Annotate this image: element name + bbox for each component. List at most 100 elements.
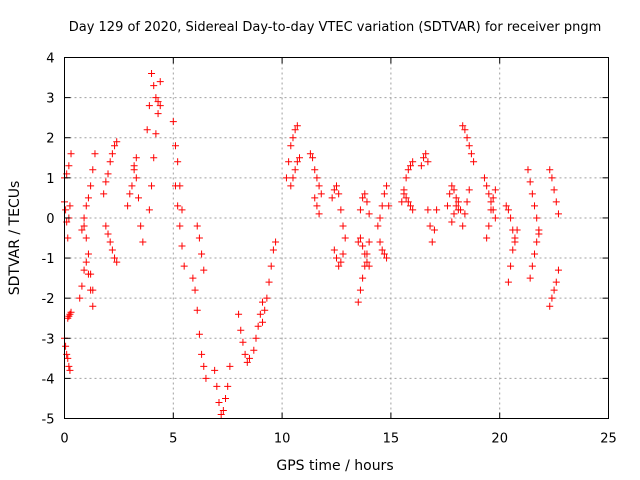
data-point bbox=[454, 198, 462, 206]
data-point bbox=[252, 334, 260, 342]
data-point bbox=[491, 186, 499, 194]
data-point bbox=[550, 186, 558, 194]
data-point bbox=[67, 150, 75, 158]
data-point bbox=[528, 262, 536, 270]
series-arc-9a bbox=[235, 310, 253, 366]
data-point bbox=[263, 294, 271, 302]
data-point bbox=[311, 194, 319, 202]
data-point bbox=[293, 158, 301, 166]
data-point bbox=[443, 202, 451, 210]
data-point bbox=[483, 234, 491, 242]
data-point bbox=[309, 154, 317, 162]
data-point bbox=[152, 94, 160, 102]
data-point bbox=[241, 350, 249, 358]
y-tick-label: 1 bbox=[46, 172, 54, 187]
data-point bbox=[237, 326, 245, 334]
data-point bbox=[65, 162, 73, 170]
data-point bbox=[291, 166, 299, 174]
data-point bbox=[465, 142, 473, 150]
data-point bbox=[404, 166, 412, 174]
y-axis-label: SDTVAR / TECUs bbox=[7, 181, 23, 296]
series-arc-14c bbox=[356, 190, 373, 218]
series-arc-2a bbox=[76, 258, 97, 310]
data-point bbox=[311, 166, 319, 174]
data-point bbox=[176, 222, 184, 230]
data-point bbox=[215, 398, 223, 406]
data-point bbox=[156, 78, 164, 86]
data-point bbox=[259, 318, 267, 326]
data-point bbox=[89, 166, 97, 174]
data-point bbox=[446, 190, 454, 198]
series-arc-14a bbox=[354, 238, 373, 306]
data-point bbox=[359, 194, 367, 202]
series-arc-4a bbox=[124, 154, 140, 210]
data-point bbox=[226, 362, 234, 370]
data-point bbox=[374, 222, 382, 230]
data-point bbox=[239, 338, 247, 346]
y-tick-label: -2 bbox=[42, 292, 55, 307]
data-point bbox=[526, 274, 534, 282]
data-point bbox=[402, 194, 410, 202]
data-point bbox=[126, 190, 134, 198]
series-arc-7b bbox=[193, 222, 208, 274]
data-point bbox=[282, 174, 290, 182]
data-point bbox=[398, 198, 406, 206]
data-point bbox=[376, 238, 384, 246]
data-point bbox=[285, 158, 293, 166]
series-arc-3b bbox=[102, 222, 121, 266]
data-point bbox=[457, 206, 465, 214]
series-arc-1b bbox=[61, 150, 75, 182]
data-point bbox=[513, 226, 521, 234]
series-arc-22a bbox=[524, 166, 543, 234]
chart-title: Day 129 of 2020, Sidereal Day-to-day VTE… bbox=[69, 20, 602, 35]
data-point bbox=[546, 166, 554, 174]
data-point bbox=[526, 178, 534, 186]
series-arc-6b bbox=[171, 182, 188, 270]
data-point bbox=[64, 354, 72, 362]
y-tick-label: -5 bbox=[42, 413, 55, 428]
data-point bbox=[507, 262, 515, 270]
data-point bbox=[315, 210, 323, 218]
data-point bbox=[341, 234, 349, 242]
data-point bbox=[504, 278, 512, 286]
data-point bbox=[261, 306, 269, 314]
data-point bbox=[198, 350, 206, 358]
data-point bbox=[313, 202, 321, 210]
data-point bbox=[422, 150, 430, 158]
data-point bbox=[409, 158, 417, 166]
x-tick-label: 15 bbox=[383, 432, 400, 447]
data-point bbox=[269, 246, 277, 254]
data-point bbox=[67, 308, 75, 316]
data-point bbox=[84, 250, 92, 258]
data-point bbox=[450, 186, 458, 194]
series-arc-23b bbox=[546, 266, 562, 310]
data-point bbox=[156, 102, 164, 110]
data-point bbox=[459, 222, 467, 230]
data-point bbox=[365, 238, 373, 246]
data-point bbox=[433, 206, 441, 214]
data-point bbox=[507, 214, 515, 222]
data-point bbox=[82, 234, 90, 242]
data-point bbox=[171, 142, 179, 150]
series-arc-17b bbox=[424, 206, 441, 246]
data-point bbox=[531, 202, 539, 210]
series-arc-9b bbox=[250, 298, 267, 354]
data-point bbox=[178, 206, 186, 214]
data-point bbox=[145, 102, 153, 110]
data-point bbox=[130, 162, 138, 170]
data-point bbox=[217, 410, 225, 418]
series-arc-11b bbox=[287, 154, 304, 190]
data-point bbox=[180, 262, 188, 270]
data-point bbox=[504, 206, 512, 214]
data-point bbox=[272, 238, 280, 246]
data-point bbox=[463, 134, 471, 142]
series-arc-13a bbox=[328, 182, 349, 242]
series-arc-14b bbox=[354, 234, 373, 270]
data-point bbox=[354, 238, 362, 246]
series-arc-23a bbox=[546, 166, 562, 218]
data-point bbox=[552, 278, 560, 286]
data-point bbox=[66, 366, 74, 374]
series-arc-2c bbox=[80, 222, 97, 294]
data-point bbox=[243, 358, 251, 366]
